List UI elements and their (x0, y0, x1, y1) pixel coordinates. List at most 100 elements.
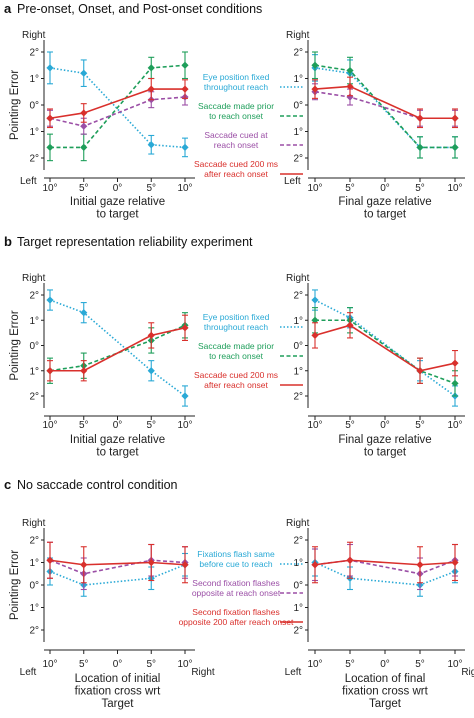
data-point (311, 85, 319, 93)
series-line (50, 64, 186, 149)
data-point (80, 69, 88, 77)
data-point (311, 316, 319, 324)
data-point (147, 85, 155, 93)
data-point (46, 296, 54, 304)
panel-title: No saccade control condition (17, 478, 178, 492)
data-point (451, 114, 459, 122)
data-point (311, 296, 319, 304)
series-green (46, 312, 189, 384)
series-red (311, 541, 459, 584)
legend-label: reach onset (214, 140, 259, 150)
y-tick-label: 2° (293, 154, 303, 165)
data-point (181, 61, 189, 69)
data-point (147, 558, 155, 567)
y-top-label: Right (286, 273, 310, 284)
series-line (49, 96, 186, 128)
y-tick-label: 2° (29, 392, 39, 403)
legend-label: Saccade made prior (198, 341, 274, 351)
series-blue (46, 51, 189, 158)
panel-title: Target representation reliability experi… (17, 235, 253, 249)
y-tick-label: 1° (29, 316, 39, 327)
y-bottom-label: Left (20, 176, 37, 187)
legend-label: after reach onset (204, 380, 268, 390)
x-end-right-label: Right (191, 667, 215, 678)
data-point (181, 324, 189, 332)
y-tick-label: 2° (29, 154, 39, 165)
y-tick-label: 0° (293, 581, 303, 592)
x-tick-label: 5° (345, 420, 355, 431)
legend-label: to reach onset (209, 351, 264, 361)
series-red (311, 76, 459, 129)
x-tick-label: 5° (79, 183, 89, 194)
x-axis-label: to target (364, 447, 407, 459)
x-tick-label: 10° (307, 659, 322, 670)
series-line (314, 324, 456, 372)
x-tick-label: 5° (79, 420, 89, 431)
y-tick-label: 2° (293, 48, 303, 59)
y-top-label: Right (22, 30, 46, 41)
series-blue (311, 548, 459, 597)
data-point (46, 556, 54, 564)
y-tick-label: 0° (29, 581, 39, 592)
data-point (311, 61, 319, 69)
data-point (346, 66, 354, 75)
legend-label: Second fixation flashes (192, 607, 279, 617)
y-tick-label: 0° (29, 101, 39, 112)
y-top-label: Right (22, 518, 46, 529)
panel-letter: a (4, 1, 12, 16)
series-line (49, 559, 186, 566)
data-point (147, 141, 155, 149)
data-point (147, 367, 155, 375)
x-tick-label: 10° (447, 183, 462, 194)
x-axis-label: Location of initial (75, 673, 161, 685)
x-tick-label: 5° (415, 659, 425, 670)
x-tick-label: 10° (42, 183, 57, 194)
series-line (314, 85, 455, 120)
data-point (181, 143, 189, 151)
legend-label: after reach onset (204, 169, 268, 179)
y-top-label: Right (22, 273, 46, 284)
series-red (311, 312, 459, 384)
y-tick-label: 2° (293, 392, 303, 403)
legend-label: Saccade cued 200 ms (194, 370, 278, 380)
x-end-left-label: Left (20, 667, 37, 678)
y-tick-label: 0° (29, 341, 39, 352)
data-point (451, 558, 459, 567)
y-axis-label: Pointing Error (9, 310, 21, 380)
y-bottom-label: Left (284, 176, 301, 187)
subplot-a-2: 2° 1° 0° 1° 2° Right Left 10° 5° 0° 5° 10° Final gaz… (284, 30, 465, 221)
data-point (346, 321, 354, 329)
x-tick-label: 5° (415, 420, 425, 431)
data-point (311, 561, 319, 569)
x-tick-label: 5° (345, 183, 355, 194)
series-blue (46, 289, 189, 407)
x-tick-label: 5° (146, 183, 156, 194)
x-tick-label: 10° (42, 420, 57, 431)
x-tick-label: 5° (146, 420, 156, 431)
data-point (46, 114, 54, 122)
y-top-label: Right (286, 30, 310, 41)
legend-label: Saccade made prior (198, 101, 274, 111)
data-point (80, 143, 88, 151)
series-green (311, 51, 459, 159)
x-tick-label: 10° (177, 420, 192, 431)
x-end-right-label: Right (461, 667, 474, 678)
data-point (181, 561, 189, 569)
series-blue (46, 552, 189, 597)
y-axis-label: Pointing Error (9, 550, 21, 620)
x-tick-label: 10° (447, 659, 462, 670)
panel-letter: c (4, 477, 11, 492)
legend-label: throughout reach (204, 322, 269, 332)
y-tick-label: 1° (29, 127, 39, 138)
y-tick-label: 2° (293, 536, 303, 547)
x-tick-label: 10° (42, 659, 57, 670)
series-line (314, 561, 456, 586)
y-tick-label: 0° (293, 101, 303, 112)
x-tick-label: 10° (177, 183, 192, 194)
panel-b: b Target representation reliability exper… (4, 234, 465, 459)
x-tick-label: 0° (380, 183, 390, 194)
x-tick-label: 10° (307, 420, 322, 431)
series-line (314, 90, 455, 120)
y-tick-label: 2° (29, 48, 39, 59)
